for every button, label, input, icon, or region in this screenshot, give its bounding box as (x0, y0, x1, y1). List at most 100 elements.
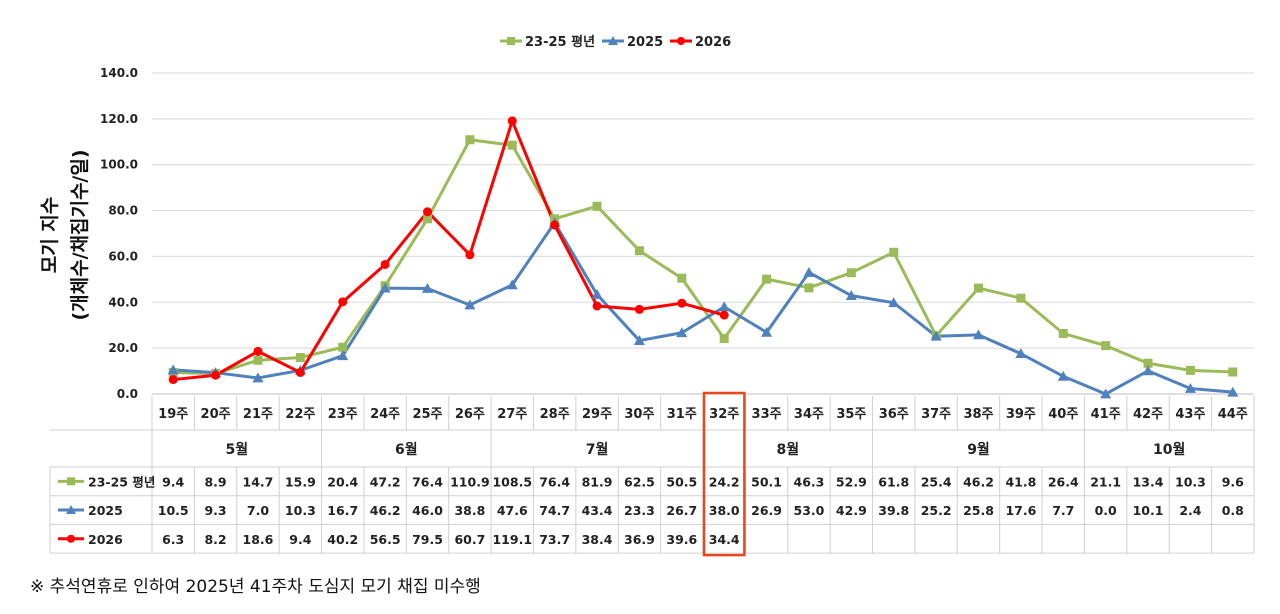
table-cell-value: 43.4 (582, 503, 613, 518)
data-point (507, 116, 517, 126)
month-label: 5월 (225, 441, 248, 458)
week-label: 42주 (1133, 407, 1163, 422)
week-label: 23주 (328, 407, 358, 422)
week-label: 39주 (1006, 407, 1036, 422)
week-label: 44주 (1218, 407, 1248, 422)
table-cell-value: 21.1 (1090, 474, 1121, 489)
data-point (718, 301, 730, 312)
table-cell-value: 62.5 (624, 474, 655, 489)
data-point (1143, 358, 1153, 368)
table-cell-value: 53.0 (794, 503, 825, 518)
table-cell-value: 16.7 (327, 503, 358, 518)
week-label: 31주 (667, 407, 697, 422)
legend-label: 23-25 평년 (525, 34, 595, 50)
row-legend-label: 23-25 평년 (88, 474, 155, 489)
data-point (1101, 341, 1111, 351)
week-label: 20주 (201, 407, 231, 422)
table-cell-value: 38.8 (454, 503, 485, 518)
table-cell-value: 10.3 (1175, 474, 1206, 489)
table-cell-value: 14.7 (243, 474, 274, 489)
table-cell-value: 56.5 (370, 532, 401, 547)
table-cell-value: 6.3 (162, 532, 184, 547)
data-point (550, 220, 560, 230)
table-cell-value: 10.5 (158, 503, 189, 518)
data-point (295, 367, 305, 377)
y-tick-label: 140.0 (100, 66, 138, 80)
data-point (634, 246, 644, 256)
data-point (1185, 365, 1195, 375)
data-point (1184, 382, 1196, 393)
row-legend-marker (67, 534, 75, 543)
table-cell-value: 47.2 (370, 474, 401, 489)
data-point (889, 247, 899, 257)
y-tick-label: 60.0 (108, 249, 138, 263)
data-point (422, 283, 433, 293)
table-cell-value: 41.8 (1005, 474, 1036, 489)
table-cell-value: 46.3 (794, 474, 825, 489)
data-point (506, 279, 518, 290)
data-point (465, 135, 475, 145)
table-cell-value: 38.4 (582, 532, 613, 547)
data-point (930, 330, 942, 341)
data-point (253, 346, 263, 356)
data-point (252, 372, 264, 383)
week-label: 25주 (412, 407, 442, 422)
table-cell-value: 13.4 (1133, 474, 1164, 489)
week-label: 30주 (624, 407, 654, 422)
data-point (1058, 328, 1068, 338)
table-cell-value: 17.6 (1005, 503, 1036, 518)
mosquito-index-chart: 0.0 20.0 40.0 60.0 80.0 100.0 120.0 140.0 모기 지수 (… (39, 34, 1255, 557)
table-cell-value: 39.8 (878, 503, 909, 518)
data-point (379, 282, 391, 293)
data-point (1227, 386, 1239, 397)
table-cell-value: 8.9 (204, 474, 226, 489)
table-cell-value: 9.3 (204, 503, 226, 518)
data-point (677, 298, 687, 308)
table-cell-value: 60.7 (454, 532, 485, 547)
row-legend-marker (66, 505, 76, 515)
data-point (761, 326, 773, 337)
y-tick-label: 0.0 (117, 387, 138, 401)
table-cell-value: 26.9 (751, 503, 782, 518)
table-cell-value: 46.2 (963, 474, 994, 489)
table-cell-value: 18.6 (243, 532, 274, 547)
data-point (338, 297, 348, 307)
week-label: 22주 (285, 407, 315, 422)
table-cell-value: 23.3 (624, 503, 655, 518)
data-point (423, 207, 432, 217)
data-point (211, 370, 221, 380)
table-cell-value: 39.6 (666, 532, 697, 547)
data-point (423, 214, 432, 224)
data-point (592, 201, 602, 211)
table-cell-value: 76.4 (539, 474, 570, 489)
week-label: 28주 (540, 407, 570, 422)
table-cell-value: 47.6 (497, 503, 528, 518)
y-axis-subtitle: (개체수/채집기수/일) (69, 149, 91, 320)
data-point (634, 304, 644, 314)
table-cell-value: 40.2 (327, 532, 358, 547)
legend-marker (608, 36, 618, 45)
table-cell-value: 9.4 (289, 532, 311, 547)
table-cell-value: 25.8 (963, 503, 994, 518)
week-label: 37주 (921, 407, 951, 422)
data-point (464, 299, 476, 310)
week-label: 32주 (709, 407, 739, 422)
table-cell-value: 9.4 (162, 474, 184, 489)
data-point (591, 288, 603, 299)
data-point (633, 335, 645, 345)
current-week-highlight (702, 391, 746, 557)
week-label: 43주 (1175, 407, 1205, 422)
data-point (1057, 370, 1069, 381)
data-point (719, 334, 729, 344)
data-point (974, 283, 983, 293)
table-cell-value: 42.9 (836, 503, 867, 518)
month-label: 8월 (776, 441, 799, 458)
row-legend-label: 2025 (88, 503, 123, 518)
data-point (253, 355, 263, 365)
data-point (719, 310, 729, 320)
legend-label: 2025 (627, 35, 663, 50)
week-label: 35주 (836, 407, 866, 422)
table-cell-value: 73.7 (539, 532, 570, 547)
table-cell-value: 76.4 (412, 474, 443, 489)
